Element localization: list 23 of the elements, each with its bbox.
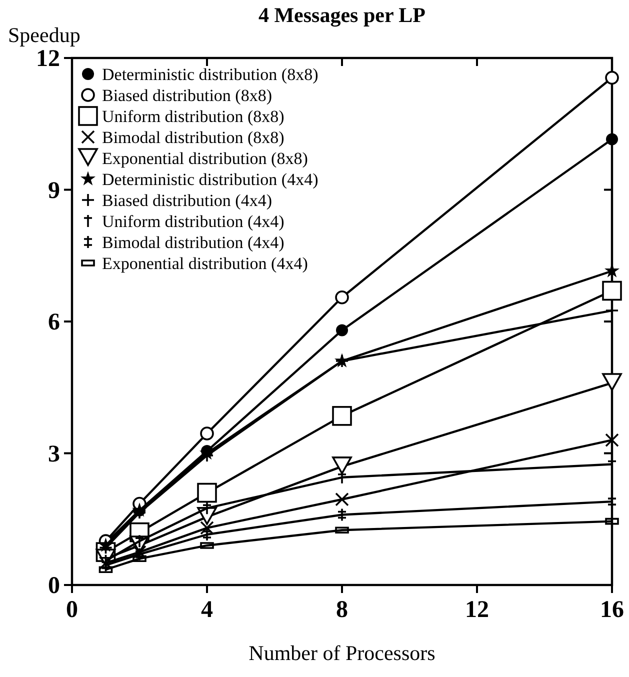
legend-label: Bimodal distribution (4x4)	[102, 233, 284, 252]
x-axis-title: Number of Processors	[248, 641, 436, 665]
y-tick-label: 6	[48, 310, 60, 336]
x-tick-label: 0	[66, 597, 78, 623]
x-tick-label: 16	[600, 597, 624, 623]
legend-label: Deterministic distribution (4x4)	[102, 170, 318, 189]
y-tick-label: 9	[48, 178, 60, 204]
y-tick-label: 0	[48, 573, 60, 599]
x-tick-label: 12	[465, 597, 489, 623]
legend-label: Biased distribution (4x4)	[102, 191, 272, 210]
legend-label: Uniform distribution (4x4)	[102, 212, 284, 231]
legend-label: Deterministic distribution (8x8)	[102, 65, 318, 84]
y-tick-label: 12	[36, 46, 60, 72]
legend-label: Uniform distribution (8x8)	[102, 107, 284, 126]
legend-label: Bimodal distribution (8x8)	[102, 128, 284, 147]
legend-label: Exponential distribution (4x4)	[102, 254, 308, 273]
y-tick-label: 3	[48, 441, 60, 468]
x-tick-label: 8	[336, 597, 348, 623]
y-axis-title: Speedup	[8, 23, 80, 47]
legend-label: Exponential distribution (8x8)	[102, 149, 308, 168]
chart-title: 4 Messages per LP	[258, 3, 426, 27]
x-tick-label: 4	[201, 597, 213, 623]
legend-label: Biased distribution (8x8)	[102, 86, 272, 105]
